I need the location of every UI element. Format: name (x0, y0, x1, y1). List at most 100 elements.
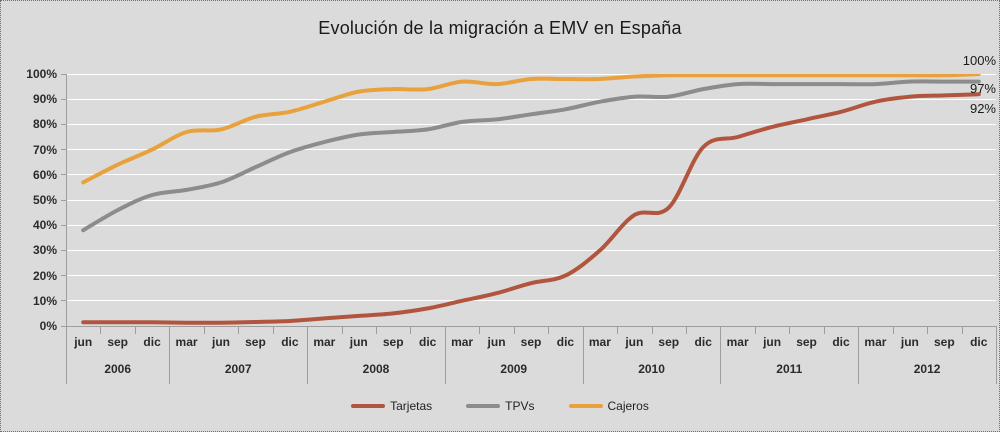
y-gridline (66, 174, 996, 176)
year-separator (996, 326, 997, 384)
y-axis-tick (61, 325, 66, 327)
x-axis-year-label: 2009 (500, 362, 528, 376)
x-axis-quarter-label: dic (694, 335, 712, 349)
x-axis-year-label: 2006 (104, 362, 132, 376)
y-axis-label: 10% (32, 293, 57, 308)
x-axis-quarter-label: jun (900, 335, 919, 349)
y-axis-label: 60% (32, 167, 57, 182)
x-axis-quarter-label: mar (864, 335, 887, 349)
y-axis-label: 70% (32, 142, 57, 157)
y-axis-label: 40% (32, 218, 57, 233)
end-value-label-tpvs: 97% (969, 80, 996, 96)
year-separator (66, 326, 67, 384)
x-axis-quarter-label: dic (143, 335, 161, 349)
x-axis-year-label: 2011 (776, 362, 803, 376)
x-axis-quarter-label: jun (625, 335, 644, 349)
quarter-tick (376, 326, 377, 334)
quarter-tick (548, 326, 550, 334)
end-value-label-cajeros: 100% (962, 53, 996, 68)
x-axis-quarter-label: mar (175, 335, 198, 349)
quarter-tick (479, 326, 481, 334)
quarter-tick (927, 326, 929, 334)
y-axis-line (66, 74, 67, 326)
x-axis-quarter-label: dic (281, 335, 299, 349)
y-gridline (66, 275, 996, 277)
quarter-tick (789, 326, 791, 334)
quarter-tick (100, 326, 102, 334)
legend-label-tpvs: TPVs (505, 399, 535, 413)
quarter-tick (892, 326, 894, 334)
y-axis-label: 100% (26, 67, 57, 81)
x-axis-quarter-label: sep (520, 335, 542, 349)
series-line-cajeros (81, 74, 981, 185)
chart-legend: Tarjetas TPVs Cajeros (1, 399, 999, 413)
year-separator (858, 326, 860, 384)
y-gridline (66, 249, 996, 251)
x-axis-quarter-label: dic (556, 335, 575, 349)
year-separator (444, 326, 446, 384)
legend-label-tarjetas: Tarjetas (390, 399, 433, 413)
x-axis-quarter-label: mar (588, 335, 611, 349)
quarter-tick (823, 326, 825, 334)
legend-swatch-tpvs (466, 404, 501, 408)
x-axis-quarter-label: dic (970, 335, 988, 349)
x-axis-year-label: 2008 (362, 362, 390, 376)
x-axis-quarter-label: sep (107, 335, 128, 349)
year-separator (582, 326, 584, 384)
x-axis-quarter-label: jun (349, 335, 368, 349)
y-gridline (66, 123, 996, 125)
y-axis-tick (61, 123, 66, 125)
chart-title: Evolución de la migración a EMV en Españ… (318, 18, 682, 38)
y-axis-label: 30% (32, 243, 57, 258)
x-axis-quarter-label: mar (726, 335, 749, 349)
x-axis-quarter-label: jun (211, 335, 230, 349)
y-axis-tick (61, 149, 66, 151)
y-axis-tick (61, 249, 66, 251)
series-line-tpvs (81, 79, 981, 233)
series-line-tarjetas (81, 92, 981, 325)
quarter-tick (686, 326, 687, 334)
x-axis-quarter-label: mar (313, 335, 336, 349)
y-axis-label: 90% (32, 92, 57, 107)
legend-item-tarjetas: Tarjetas (351, 399, 432, 413)
quarter-tick (754, 326, 756, 334)
x-axis-quarter-label: dic (418, 335, 437, 349)
quarter-tick (203, 326, 205, 334)
x-axis-quarter-label: jun (763, 335, 782, 349)
y-axis-tick (61, 224, 66, 226)
y-axis-tick (61, 73, 66, 75)
legend-item-tpvs: TPVs (466, 399, 535, 413)
x-axis-quarter-label: sep (382, 335, 404, 349)
quarter-tick (513, 326, 515, 334)
y-axis-tick (61, 98, 66, 100)
year-separator (169, 326, 171, 384)
x-axis-year-label: 2010 (638, 362, 665, 376)
y-gridline (66, 199, 996, 201)
x-axis-quarter-label: mar (451, 335, 474, 349)
quarter-tick (617, 326, 619, 334)
x-axis-quarter-label: jun (74, 335, 93, 349)
x-axis-quarter-label: jun (487, 335, 506, 349)
y-gridline (66, 224, 996, 226)
quarter-tick (651, 326, 653, 334)
quarter-tick (961, 326, 963, 334)
x-axis-year-label: 2012 (913, 362, 941, 376)
x-axis-quarter-label: sep (796, 335, 817, 349)
quarter-tick (341, 326, 343, 334)
x-axis-quarter-label: sep (658, 335, 680, 349)
y-axis-label: 0% (39, 319, 57, 333)
x-axis-year-label: 2007 (224, 362, 252, 376)
x-axis-quarter-label: dic (832, 335, 850, 349)
legend-swatch-cajeros (568, 404, 603, 408)
y-axis-label: 20% (32, 268, 57, 283)
quarter-tick (238, 326, 240, 334)
series-lines-svg (81, 74, 981, 325)
y-axis-label: 80% (32, 117, 57, 132)
legend-item-cajeros: Cajeros (568, 399, 649, 413)
y-axis-tick (61, 275, 66, 277)
y-gridline (66, 73, 996, 75)
y-gridline (66, 149, 996, 151)
quarter-tick (272, 326, 274, 334)
year-separator (720, 326, 722, 384)
